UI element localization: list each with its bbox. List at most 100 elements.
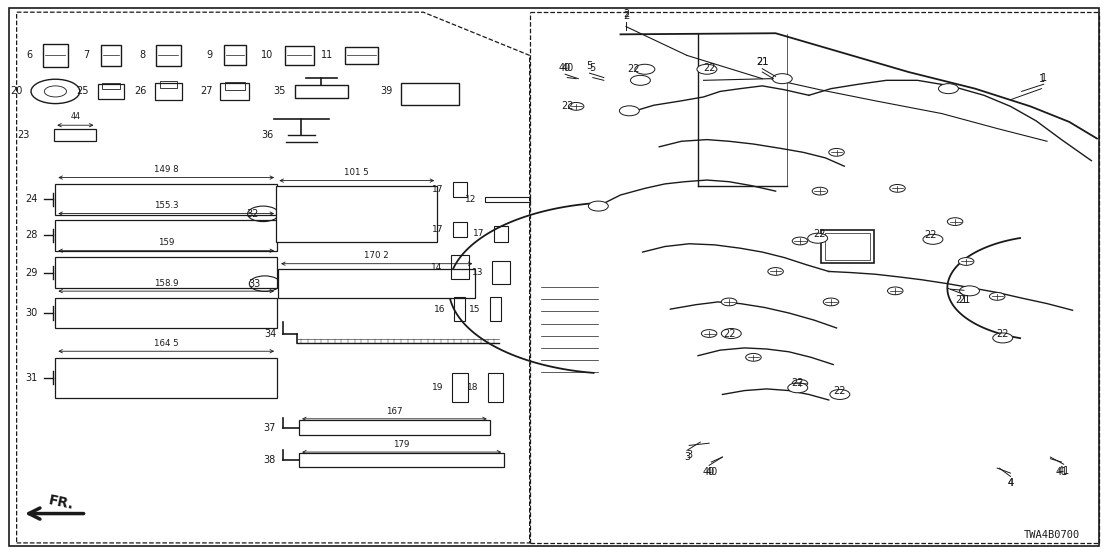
Text: 11: 11 — [321, 50, 334, 60]
Text: 17: 17 — [473, 229, 485, 238]
Text: 21: 21 — [756, 57, 769, 67]
Text: 22: 22 — [813, 229, 827, 239]
Bar — [102, 83, 120, 89]
Circle shape — [697, 64, 717, 74]
Circle shape — [829, 148, 844, 156]
Text: 14: 14 — [431, 263, 442, 271]
Circle shape — [993, 333, 1013, 343]
Text: 167: 167 — [387, 407, 402, 416]
Bar — [825, 233, 870, 260]
Text: FR.: FR. — [47, 494, 75, 512]
Text: 10: 10 — [261, 50, 274, 60]
Text: 22: 22 — [791, 378, 804, 388]
Bar — [492, 261, 510, 284]
Text: 3: 3 — [686, 450, 692, 460]
Circle shape — [630, 75, 650, 85]
Bar — [453, 222, 468, 237]
Bar — [224, 45, 246, 65]
Text: 29: 29 — [25, 268, 38, 278]
Bar — [55, 257, 277, 288]
Text: 38: 38 — [264, 455, 276, 465]
Circle shape — [588, 201, 608, 211]
Bar — [485, 197, 530, 202]
Bar — [494, 226, 507, 242]
Text: 16: 16 — [434, 305, 445, 314]
Text: 6: 6 — [25, 50, 32, 60]
Circle shape — [958, 258, 974, 265]
Bar — [101, 45, 121, 66]
Text: 33: 33 — [248, 279, 260, 289]
Text: 13: 13 — [472, 268, 483, 277]
Text: 21: 21 — [955, 295, 968, 305]
Circle shape — [721, 298, 737, 306]
Bar — [453, 182, 468, 197]
Bar — [55, 298, 277, 328]
Text: 22: 22 — [722, 329, 736, 338]
Text: 1: 1 — [1040, 73, 1047, 83]
Circle shape — [989, 293, 1005, 300]
Text: 24: 24 — [25, 194, 38, 204]
Text: 18: 18 — [468, 383, 479, 392]
Text: 2: 2 — [623, 11, 629, 20]
Text: 179: 179 — [393, 440, 410, 449]
Circle shape — [830, 389, 850, 399]
Text: 155.3: 155.3 — [154, 201, 178, 211]
Bar — [299, 420, 490, 435]
Text: 27: 27 — [201, 86, 213, 96]
Circle shape — [619, 106, 639, 116]
Text: 149 8: 149 8 — [154, 165, 178, 174]
Bar — [277, 186, 437, 242]
Text: 3: 3 — [684, 452, 690, 462]
Text: 40: 40 — [558, 63, 572, 73]
Text: 21: 21 — [756, 57, 769, 67]
Circle shape — [721, 329, 741, 338]
Bar — [490, 297, 501, 321]
Circle shape — [635, 64, 655, 74]
Text: 7: 7 — [83, 50, 90, 60]
Circle shape — [792, 237, 808, 245]
Bar — [451, 255, 469, 279]
Circle shape — [808, 233, 828, 243]
Bar — [55, 220, 277, 250]
Text: 41: 41 — [1057, 466, 1070, 476]
Text: 159: 159 — [158, 238, 174, 247]
Text: 5: 5 — [589, 63, 596, 73]
Text: 41: 41 — [1055, 467, 1068, 477]
Bar — [155, 83, 182, 100]
Circle shape — [938, 84, 958, 94]
Bar — [225, 82, 245, 90]
Bar — [285, 46, 314, 65]
Circle shape — [568, 102, 584, 110]
Circle shape — [888, 287, 903, 295]
Text: 22: 22 — [627, 64, 640, 74]
Bar — [220, 83, 249, 100]
Circle shape — [947, 218, 963, 225]
Text: 12: 12 — [465, 195, 476, 204]
Circle shape — [746, 353, 761, 361]
Text: 2: 2 — [623, 9, 629, 19]
Circle shape — [768, 268, 783, 275]
Text: 36: 36 — [261, 130, 274, 140]
Text: 164 5: 164 5 — [154, 339, 178, 348]
Text: 22: 22 — [996, 329, 1009, 338]
Text: 4: 4 — [1007, 478, 1014, 488]
Bar — [345, 47, 378, 64]
Bar — [454, 297, 465, 321]
Circle shape — [823, 298, 839, 306]
Text: 20: 20 — [10, 86, 22, 96]
Text: 9: 9 — [206, 50, 213, 60]
Text: 44: 44 — [70, 112, 81, 121]
Circle shape — [890, 184, 905, 192]
Text: 158.9: 158.9 — [154, 279, 178, 288]
Text: 35: 35 — [274, 86, 286, 96]
Text: 19: 19 — [432, 383, 443, 392]
Text: 40: 40 — [702, 467, 716, 477]
Bar — [488, 373, 503, 402]
Text: 23: 23 — [18, 130, 30, 140]
Bar — [452, 373, 468, 402]
Text: 22: 22 — [924, 230, 937, 240]
Circle shape — [792, 379, 808, 387]
Text: 15: 15 — [470, 305, 481, 314]
Bar — [295, 85, 348, 98]
Text: 32: 32 — [246, 209, 258, 219]
